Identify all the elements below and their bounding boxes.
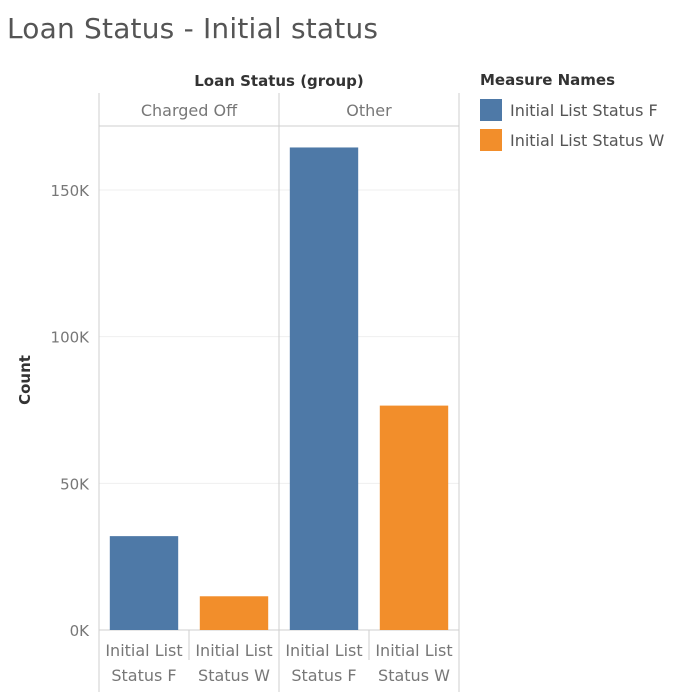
bar: [199, 596, 269, 630]
legend-item-status-f[interactable]: Initial List Status F: [480, 95, 664, 125]
column-header: Loan Status (group): [194, 72, 364, 90]
x-tick-label: Initial List: [195, 641, 272, 660]
bar: [109, 536, 179, 630]
bar: [289, 147, 359, 630]
y-tick-label: 150K: [51, 182, 91, 200]
bar: [379, 405, 449, 630]
x-tick-label: Status W: [378, 666, 450, 685]
panel-header-label: Other: [346, 101, 392, 120]
x-tick-label: Initial List: [285, 641, 362, 660]
legend-swatch-status-f: [480, 99, 502, 121]
y-tick-label: 100K: [51, 329, 91, 347]
y-tick-label: 0K: [70, 622, 91, 640]
x-tick-label: Initial List: [105, 641, 182, 660]
legend-item-status-w[interactable]: Initial List Status W: [480, 125, 664, 155]
legend: Measure Names Initial List Status F Init…: [480, 71, 664, 155]
legend-swatch-status-w: [480, 129, 502, 151]
chart-title: Loan Status - Initial status: [7, 12, 379, 45]
legend-label-status-f: Initial List Status F: [510, 100, 658, 120]
x-tick-label: Status F: [111, 666, 176, 685]
x-tick-label: Initial List: [375, 641, 452, 660]
legend-label-status-w: Initial List Status W: [510, 130, 665, 150]
x-tick-label: Status F: [291, 666, 356, 685]
panel-header-label: Charged Off: [141, 101, 238, 120]
y-tick-label: 50K: [60, 475, 90, 493]
x-tick-label: Status W: [198, 666, 270, 685]
legend-title: Measure Names: [480, 71, 616, 89]
y-axis-label: Count: [16, 355, 34, 405]
